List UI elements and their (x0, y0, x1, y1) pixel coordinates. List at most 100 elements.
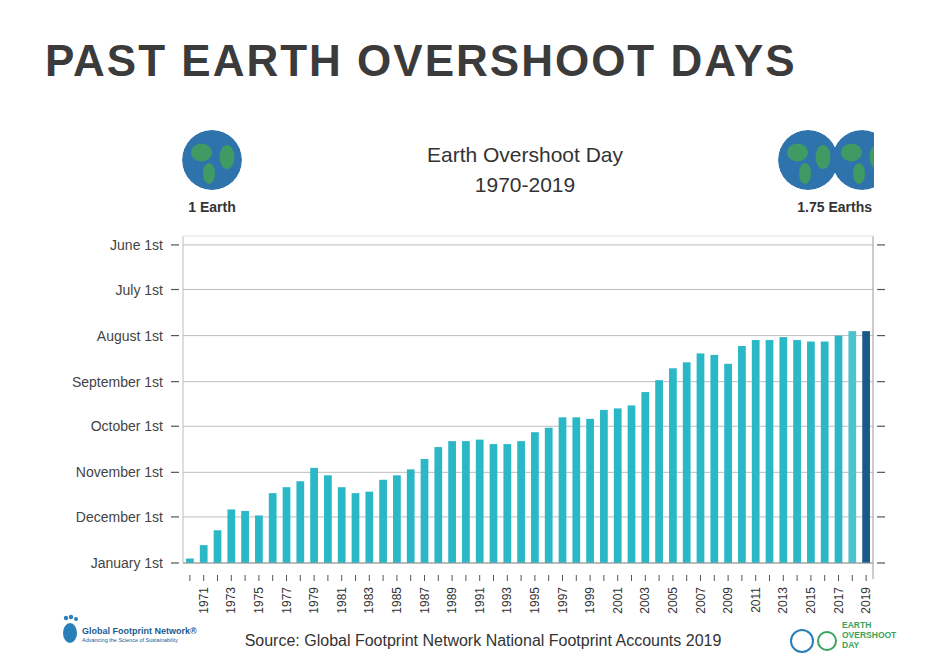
x-tick (452, 575, 453, 581)
y-tick-label: November 1st (76, 464, 163, 480)
x-tick (383, 575, 384, 581)
x-tick (300, 575, 301, 581)
bar (710, 355, 718, 563)
y-tick-label: October 1st (91, 418, 163, 434)
bars (186, 331, 870, 563)
globe (778, 130, 838, 190)
x-tick (603, 575, 604, 581)
logo-text-line: OVERSHOOT (842, 630, 897, 640)
bar (821, 342, 829, 563)
x-tick-label: 1999 (583, 587, 597, 614)
x-tick (314, 575, 315, 581)
x-tick-label: 2001 (611, 587, 625, 614)
bar (379, 480, 387, 563)
bar (641, 392, 649, 563)
grid-line (183, 335, 873, 336)
y-tick (171, 562, 179, 563)
x-tick-label: 2011 (749, 587, 763, 613)
bar (752, 340, 760, 563)
frame-left (183, 236, 184, 563)
bar (283, 487, 291, 563)
x-tick (355, 575, 356, 581)
bar (793, 340, 801, 563)
bar (572, 417, 580, 563)
x-axis (183, 563, 873, 564)
x-tick (189, 575, 190, 581)
x-tick-label: 1987 (418, 587, 432, 614)
bar (407, 469, 415, 563)
x-tick (852, 575, 853, 581)
bar (462, 441, 470, 563)
globe-land (787, 144, 808, 162)
chart-title: Earth Overshoot Day (427, 143, 624, 166)
y-tick-label: August 1st (97, 328, 163, 344)
x-tick-label: 2015 (804, 587, 818, 614)
y-tick-right (877, 472, 885, 473)
x-tick (728, 575, 729, 581)
y-tick-right (877, 562, 885, 563)
chart-subtitle: 1970-2019 (475, 173, 575, 196)
background (0, 0, 940, 669)
grid-line (183, 289, 873, 290)
y-tick-label: January 1st (91, 555, 163, 571)
y-tick-right (877, 289, 885, 290)
globe-land (841, 144, 862, 162)
bar (338, 487, 346, 563)
x-tick (507, 575, 508, 581)
bar (559, 417, 567, 563)
bar (628, 405, 636, 563)
bar (296, 481, 304, 563)
bar (200, 545, 208, 563)
x-tick (659, 575, 660, 581)
bar (490, 444, 498, 563)
x-tick (769, 575, 770, 581)
bar (269, 493, 277, 563)
bar (476, 440, 484, 563)
y-tick-label: December 1st (76, 509, 163, 525)
bar (255, 515, 263, 563)
globe-land (220, 145, 235, 169)
grid (183, 245, 873, 563)
y-tick (171, 426, 179, 427)
x-tick (838, 575, 839, 581)
x-tick (438, 575, 439, 581)
bar (600, 410, 608, 563)
chart-root: PAST EARTH OVERSHOOT DAYSEarth Overshoot… (0, 0, 940, 669)
logo-icon (818, 632, 836, 650)
x-tick (576, 575, 577, 581)
y-tick (171, 244, 179, 245)
x-tick-label: 2005 (666, 587, 680, 614)
x-tick-label: 1973 (224, 587, 238, 614)
y-tick-label: September 1st (72, 374, 163, 390)
x-tick-label: 2009 (721, 587, 735, 614)
x-tick (645, 575, 646, 581)
globe-ocean (182, 130, 242, 190)
globe-cut (874, 128, 940, 192)
x-tick (203, 575, 204, 581)
bar (310, 468, 318, 563)
grid-line (183, 563, 873, 564)
bar (421, 459, 429, 563)
x-tick (327, 575, 328, 581)
bar (848, 331, 856, 563)
globe (182, 130, 242, 190)
globe-land (799, 163, 811, 184)
bar (393, 475, 401, 563)
x-tick-label: 1981 (335, 587, 349, 614)
logo-text-line: DAY (842, 640, 859, 650)
logo-icon (74, 617, 78, 621)
x-tick-label: 1971 (197, 587, 211, 614)
x-tick (424, 575, 425, 581)
bar (448, 441, 456, 563)
logo-left: Global Footprint Network®Advancing the S… (63, 615, 197, 643)
bar (683, 362, 691, 563)
bar (365, 492, 373, 563)
x-tick (231, 575, 232, 581)
bar (697, 353, 705, 563)
x-tick (258, 575, 259, 581)
bar (545, 428, 553, 563)
x-tick-label: 1991 (473, 587, 487, 614)
frame-top (183, 236, 873, 237)
x-tick-label: 1985 (390, 587, 404, 614)
y-tick-label: June 1st (110, 237, 163, 253)
